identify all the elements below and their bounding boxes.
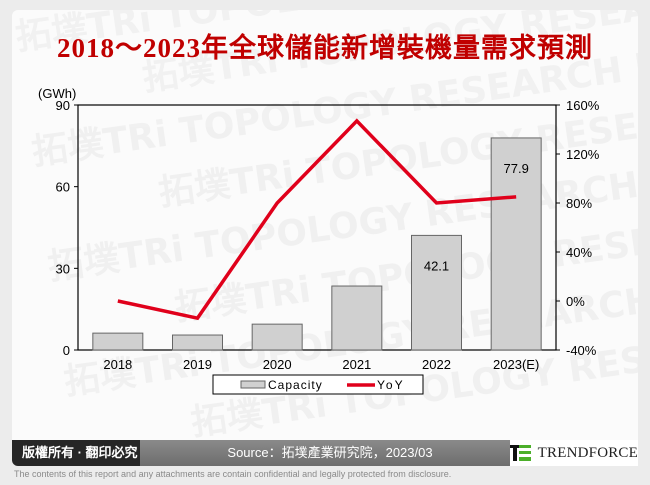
y-tick-label: 30 <box>56 261 70 276</box>
y2-tick-label: 40% <box>566 245 592 260</box>
brand-name: TRENDFORCE <box>537 444 638 461</box>
bar-capacity <box>251 323 303 351</box>
legend-capacity-swatch <box>240 380 266 389</box>
plot-frame <box>77 104 557 351</box>
bar-value-label: 77.9 <box>504 161 529 176</box>
y2-tick-label: 120% <box>566 147 600 162</box>
legend-capacity-label: Capacity <box>268 378 323 392</box>
x-tick-label: 2020 <box>263 357 292 372</box>
copyright-label: 版權所有 · 翻印必究 <box>12 440 156 466</box>
yoy-line <box>117 118 517 321</box>
x-tick-label: 2021 <box>342 357 371 372</box>
y-tick-label: 0 <box>63 343 70 358</box>
bar-capacity <box>411 234 462 351</box>
chart-title: 2018～2023年全球儲能新增裝機量需求預測 <box>57 33 593 63</box>
y2-tick-label: 0% <box>566 294 585 309</box>
disclaimer-text: The contents of this report and any atta… <box>14 469 452 479</box>
bar-capacity <box>331 285 383 351</box>
x-tick-label: 2022 <box>422 357 451 372</box>
trendforce-logo-icon <box>510 445 531 461</box>
x-tick-label: 2023(E) <box>493 357 539 372</box>
source-label: Source：拓墣產業研究院，2023/03 <box>140 440 520 466</box>
y2-tick-label: -40% <box>566 343 597 358</box>
legend-yoy-label: YoY <box>377 378 405 392</box>
x-tick-label: 2018 <box>103 357 132 372</box>
bar-capacity <box>92 332 144 351</box>
y2-tick-label: 160% <box>566 98 600 113</box>
x-tick-label: 2019 <box>183 357 212 372</box>
y-tick-label: 90 <box>56 98 70 113</box>
bar-capacity <box>490 137 542 351</box>
legend <box>212 374 424 395</box>
trendforce-logo: TRENDFORCE <box>510 440 638 466</box>
y-tick-label: 60 <box>56 180 70 195</box>
bar-capacity <box>172 334 223 351</box>
bar-value-label: 42.1 <box>424 258 449 273</box>
y-axis-unit: (GWh) <box>38 86 76 101</box>
y2-tick-label: 80% <box>566 196 592 211</box>
